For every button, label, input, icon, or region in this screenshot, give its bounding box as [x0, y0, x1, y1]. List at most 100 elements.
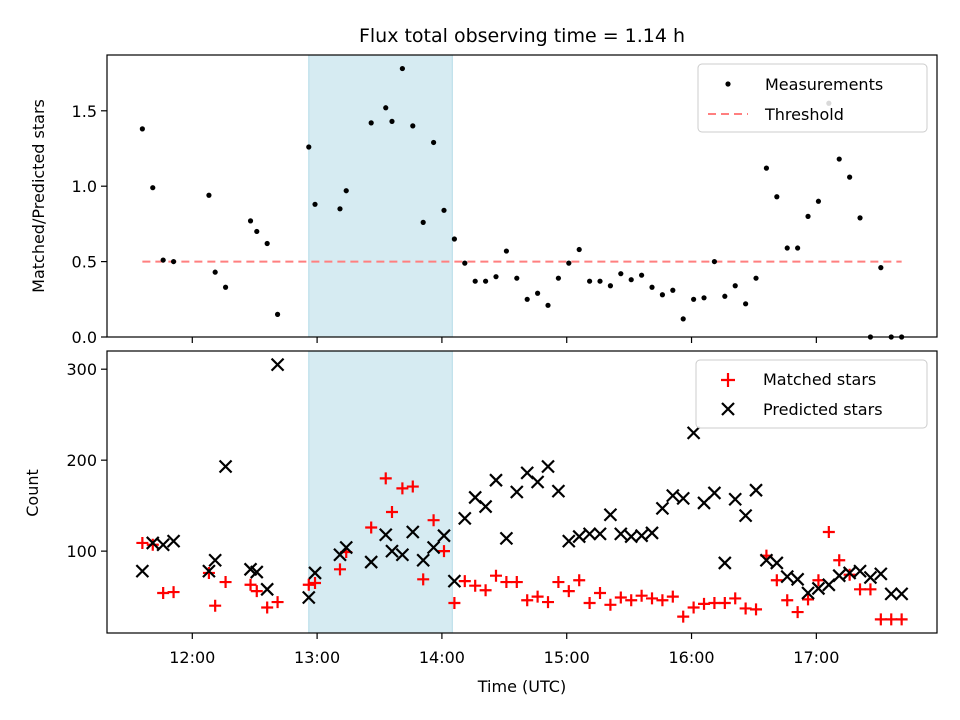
legend-label-matched: Matched stars: [763, 370, 876, 389]
matched-star-marker: [385, 506, 398, 519]
measurement-point: [597, 278, 603, 284]
matched-star-marker: [729, 592, 742, 605]
measurement-point: [274, 311, 281, 317]
predicted-star-marker: [634, 528, 649, 543]
matched-star-marker: [406, 480, 419, 493]
matched-star-marker: [219, 576, 232, 589]
measurement-point: [206, 192, 212, 198]
measurement-point: [805, 213, 811, 219]
matched-star-marker: [604, 598, 617, 611]
matched-star-marker: [458, 575, 471, 588]
matched-star-marker: [698, 597, 711, 610]
predicted-star-marker: [260, 582, 274, 597]
measurement-point: [514, 275, 520, 281]
predicted-star-marker: [499, 531, 514, 546]
matched-star-marker: [843, 568, 856, 581]
top-y-tick-label: 0.0: [72, 328, 97, 347]
predicted-star-marker: [790, 572, 805, 587]
legend-label-threshold: Threshold: [764, 105, 844, 124]
predicted-star-marker: [302, 590, 316, 605]
predicted-star-marker: [738, 508, 753, 523]
measurement-point: [389, 118, 395, 124]
matched-star-marker: [677, 610, 690, 623]
measurement-point: [306, 144, 312, 150]
predicted-star-marker: [489, 473, 503, 487]
measurement-point: [451, 236, 457, 242]
measurement-point: [430, 139, 437, 146]
measurement-point: [212, 269, 218, 275]
matched-star-marker: [136, 536, 149, 549]
matched-star-marker: [666, 590, 679, 603]
predicted-star-marker: [645, 526, 659, 540]
matched-star-marker: [209, 599, 222, 612]
bottom-y-ticks: 100 200 300: [66, 360, 107, 561]
matched-star-marker: [687, 601, 700, 614]
legend-label-predicted: Predicted stars: [763, 400, 883, 419]
measurement-point: [774, 194, 780, 200]
matched-star-marker: [542, 596, 555, 609]
measurement-point: [836, 156, 842, 162]
legend-marker-measurements: [725, 81, 731, 87]
matched-star-marker: [854, 583, 867, 596]
bottom-legend-box: [695, 359, 928, 429]
bottom-x-tick-label: 13:00: [294, 648, 340, 667]
predicted-star-marker: [416, 553, 430, 568]
top-legend: Measurements Threshold: [697, 63, 928, 133]
matched-star-marker: [822, 526, 835, 539]
matched-star-marker: [379, 472, 392, 485]
matched-star-marker: [521, 594, 534, 607]
bottom-highlight-span: [308, 350, 453, 634]
matched-star-marker: [614, 591, 627, 604]
bottom-x-tick-label: 16:00: [668, 648, 714, 667]
predicted-star-marker: [426, 540, 441, 555]
top-panel: 0.0 0.5 1.0 1.5 Matched/Predicted stars Mea…: [29, 54, 938, 347]
predicted-star-marker: [145, 536, 160, 550]
bottom-y-tick-label: 100: [66, 542, 97, 561]
predicted-star-marker: [202, 564, 216, 578]
measurement-point: [410, 123, 416, 129]
top-chart-title: Flux total observing time = 1.14 h: [359, 25, 685, 47]
matched-star-marker: [309, 576, 322, 589]
predicted-star-marker: [530, 475, 545, 489]
predicted-star-marker: [582, 527, 597, 541]
predicted-star-marker: [801, 586, 815, 600]
matched-star-marker: [202, 566, 215, 579]
matched-star-marker: [500, 576, 513, 589]
measurement-point: [753, 275, 759, 281]
predicted-star-marker: [378, 527, 393, 542]
predicted-star-marker: [364, 555, 378, 569]
matched-star-marker: [625, 594, 638, 607]
matched-star-marker: [833, 554, 846, 567]
matched-star-marker: [635, 589, 648, 602]
matched-star-marker: [250, 585, 263, 598]
matched-star-marker: [791, 606, 804, 619]
predicted-star-marker: [842, 566, 857, 580]
matched-star-marker: [427, 514, 440, 527]
measurement-point: [312, 201, 318, 207]
predicted-star-marker: [853, 564, 867, 578]
predicted-star-marker: [562, 534, 576, 548]
predicted-star-marker: [218, 459, 233, 474]
matched-star-marker: [167, 586, 180, 599]
predicted-star-marker: [603, 507, 618, 522]
predicted-star-marker: [832, 568, 847, 583]
matched-star-marker: [469, 579, 482, 592]
top-y-tick-label: 0.5: [72, 253, 97, 272]
matched-star-marker: [552, 576, 565, 589]
top-y-tick-label: 1.0: [72, 177, 97, 196]
matched-star-marker: [656, 594, 669, 607]
bottom-panel: 100 200 300 12:00 13:00 14:00 15:00 16:00 17:00…: [23, 350, 938, 696]
measurement-point: [264, 240, 270, 247]
measurement-point: [732, 283, 738, 289]
measurement-point: [628, 277, 634, 283]
measurement-point: [524, 296, 530, 302]
measurement-point: [399, 65, 405, 72]
matched-star-marker: [244, 578, 257, 591]
predicted-star-marker: [697, 496, 711, 510]
top-y-ticks: 0.0 0.5 1.0 1.5: [72, 102, 107, 347]
predicted-star-marker: [385, 544, 399, 558]
matched-star-marker: [479, 584, 492, 597]
matched-star-marker: [448, 596, 461, 609]
predicted-star-marker: [339, 540, 354, 555]
measurement-point: [503, 248, 509, 254]
